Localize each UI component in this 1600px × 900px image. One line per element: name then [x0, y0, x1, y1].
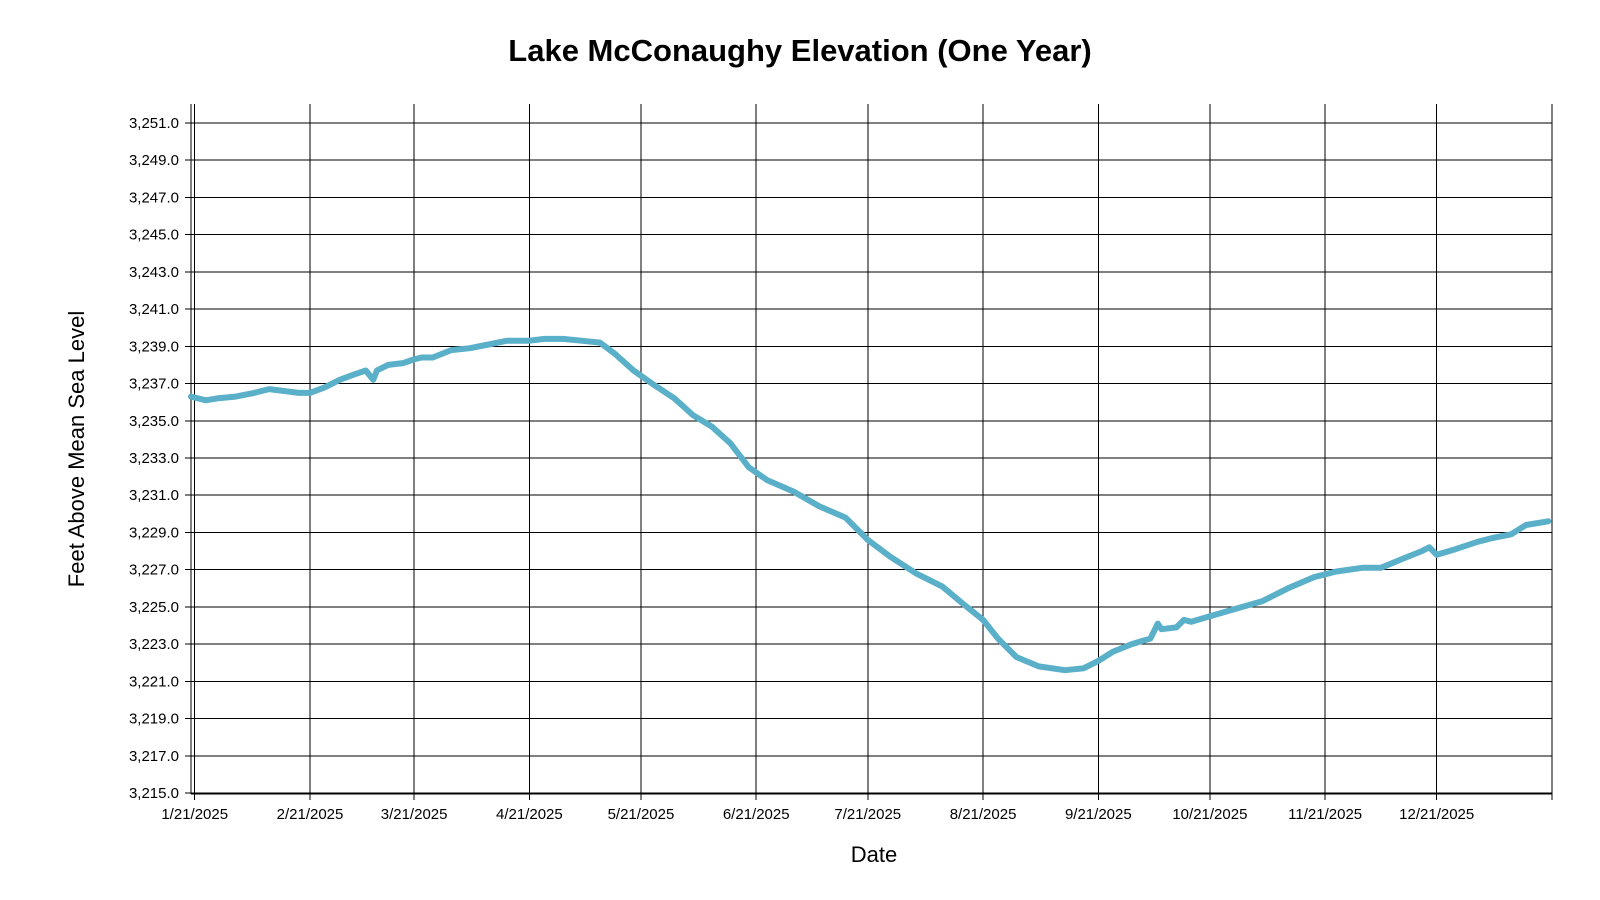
y-tick-label: 3,219.0: [129, 711, 179, 728]
x-tick-label: 8/21/2025: [950, 806, 1017, 823]
y-tick-label: 3,239.0: [129, 338, 179, 355]
x-tick-label: 3/21/2025: [381, 806, 448, 823]
chart-title: Lake McConaughy Elevation (One Year): [508, 33, 1091, 68]
x-axis-title: Date: [851, 842, 897, 867]
axes: [190, 104, 1553, 800]
series-layer: [188, 335, 1552, 674]
y-tick-label: 3,225.0: [129, 599, 179, 616]
x-axis-ticks: 1/21/2025 2/21/2025 3/21/2025 4/21/2025 5/21…: [161, 806, 1474, 823]
x-tick-label: 2/21/2025: [277, 806, 344, 823]
y-tick-label: 3,217.0: [129, 748, 179, 765]
y-tick-label: 3,237.0: [129, 376, 179, 393]
y-tick-label: 3,241.0: [129, 301, 179, 318]
y-tick-label: 3,229.0: [129, 524, 179, 541]
x-tick-label: 4/21/2025: [496, 806, 563, 823]
x-tick-label: 6/21/2025: [723, 806, 790, 823]
y-tick-label: 3,233.0: [129, 450, 179, 467]
y-tick-label: 3,235.0: [129, 413, 179, 430]
y-tick-label: 3,223.0: [129, 636, 179, 653]
x-tick-label: 10/21/2025: [1172, 806, 1247, 823]
y-tick-label: 3,227.0: [129, 562, 179, 579]
gridlines: [185, 104, 1552, 800]
x-tick-label: 7/21/2025: [834, 806, 901, 823]
x-tick-label: 1/21/2025: [161, 806, 228, 823]
x-tick-label: 11/21/2025: [1288, 806, 1362, 823]
y-tick-label: 3,231.0: [129, 487, 179, 504]
y-axis-ticks: 3,215.0 3,217.0 3,219.0 3,221.0 3,223.0 3,225…: [129, 115, 179, 802]
y-tick-label: 3,251.0: [129, 115, 179, 132]
y-tick-label: 3,215.0: [129, 785, 179, 802]
y-tick-label: 3,243.0: [129, 264, 179, 281]
x-tick-label: 9/21/2025: [1065, 806, 1132, 823]
elevation-series-line: [188, 335, 1552, 674]
y-tick-label: 3,247.0: [129, 189, 179, 206]
y-tick-label: 3,221.0: [129, 673, 179, 690]
x-tick-label: 12/21/2025: [1399, 806, 1474, 823]
y-axis-title: Feet Above Mean Sea Level: [64, 311, 89, 587]
y-tick-label: 3,249.0: [129, 152, 179, 169]
x-tick-label: 5/21/2025: [608, 806, 675, 823]
y-tick-label: 3,245.0: [129, 227, 179, 244]
